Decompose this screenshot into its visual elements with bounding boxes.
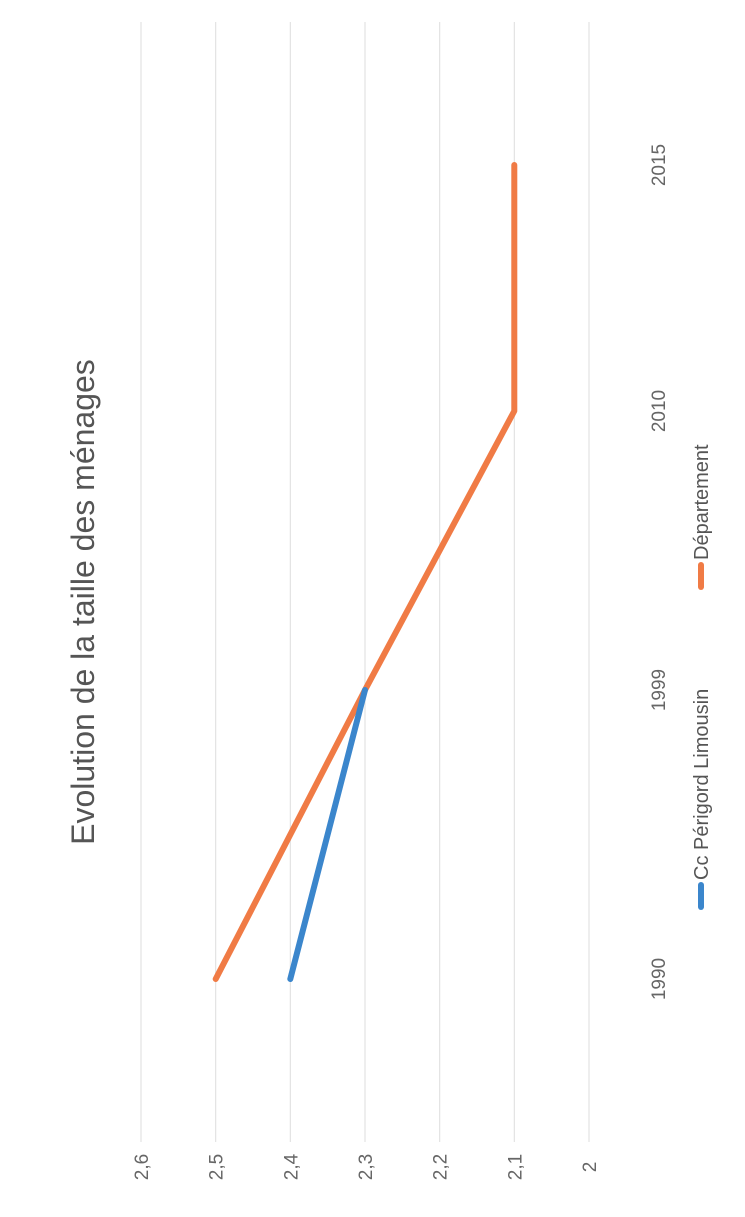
chart-rotated-group: 2 2,1 2,2 2,3 2,4 2,5 2,6 1990 1999 2010 2015 Evo…: [65, 22, 713, 1180]
chart-title: Evolution de la taille des ménages: [65, 359, 101, 845]
y-tick-label: 2,6: [132, 1154, 153, 1180]
x-tick-label: 1990: [649, 958, 670, 1000]
legend-label: Département: [691, 444, 713, 560]
legend-label: Cc Périgord Limousin: [691, 689, 713, 880]
x-tick-label: 2015: [649, 144, 670, 186]
y-tick-label: 2,4: [281, 1153, 302, 1180]
series-group: [212, 162, 518, 982]
y-tick-label: 2,3: [356, 1154, 377, 1180]
y-tick-label: 2,2: [431, 1154, 452, 1180]
x-tick-label: 2010: [649, 390, 670, 432]
series-line-0: [287, 687, 368, 982]
gridlines: [140, 22, 590, 1142]
legend: Cc Périgord Limousin Département: [691, 444, 713, 910]
y-tick-label: 2: [580, 1162, 601, 1173]
x-tick-label: 1999: [649, 669, 670, 711]
y-tick-label: 2,5: [207, 1154, 228, 1180]
y-axis-ticks: 2 2,1 2,2 2,3 2,4 2,5 2,6: [132, 1153, 601, 1180]
y-tick-label: 2,1: [505, 1154, 526, 1180]
x-axis-ticks: 1990 1999 2010 2015: [649, 144, 670, 1000]
series-line-1: [212, 162, 518, 982]
